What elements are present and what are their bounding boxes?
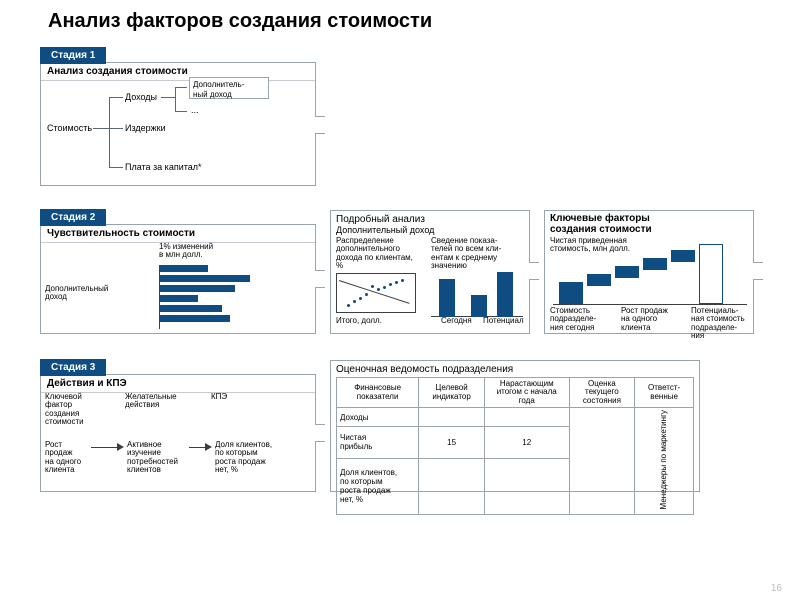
s3-h1: Желательные действия <box>125 393 177 410</box>
scorecard-panel: Оценочная ведомость подразделения Финанс… <box>330 360 700 492</box>
detail-bar <box>497 272 513 317</box>
stage2-row-label: Дополнительный доход <box>45 285 108 302</box>
s3-h2: КПЭ <box>211 393 227 401</box>
scorecard-table: Финансовые показатели Целевой индикатор … <box>336 377 694 515</box>
s3-right: Доля клиентов, по которым роста продаж н… <box>215 441 272 475</box>
stage1-title: Анализ создания стоимости <box>41 63 315 81</box>
responsible-rotated: Менеджеры по маркетингу <box>660 410 668 509</box>
scatter-point <box>347 304 350 307</box>
waterfall-step <box>671 250 695 262</box>
stage2-bars <box>159 265 309 329</box>
detail-bar <box>439 279 455 317</box>
scatter-point <box>377 288 380 291</box>
stage2-title: Чувствительность стоимости <box>41 225 315 243</box>
scatter-box <box>336 273 416 313</box>
sensitivity-bar <box>160 315 230 322</box>
detail-bars <box>431 271 523 317</box>
stage2-unit: 1% изменений в млн долл. <box>159 243 213 260</box>
kf-lab1: Рост продаж на одного клиента <box>621 307 679 332</box>
s3-h0: Ключевой фактор создания стоимости <box>45 393 84 427</box>
sensitivity-bar <box>160 265 208 272</box>
stage2-tab: Стадия 2 <box>40 209 106 226</box>
scatter-point <box>389 283 392 286</box>
detail-right-label: Сведение показа- телей по всем кли- ента… <box>431 237 525 271</box>
tree-l1-2: Плата за капитал* <box>125 162 202 172</box>
tree-l1-1: Издержки <box>125 123 166 133</box>
detail-title: Подробный анализ <box>336 214 524 225</box>
detail-bar-lab2: Потенциал <box>483 317 524 325</box>
sensitivity-bar <box>160 285 235 292</box>
tree-l2-0-box: Дополнитель- ный доход <box>189 77 269 99</box>
s3-left: Рост продаж на одного клиента <box>45 441 81 475</box>
kf-steps <box>553 255 747 305</box>
sc-col3: Оценка текущего состояния <box>569 378 635 408</box>
scatter-point <box>353 300 356 303</box>
detail-bar-lab1: Сегодня <box>441 317 472 325</box>
stage3-panel: Стадия 3 Действия и КПЭ Ключевой фактор … <box>40 374 316 492</box>
detail-panel: Подробный анализ Дополнительный доход Ра… <box>330 210 530 334</box>
stage2-panel: Стадия 2 Чувствительность стоимости 1% и… <box>40 224 316 334</box>
stage1-tab: Стадия 1 <box>40 47 106 64</box>
arrow-icon-2 <box>205 443 212 451</box>
sc-title: Оценочная ведомость подразделения <box>336 364 694 375</box>
arrow-icon <box>117 443 124 451</box>
sensitivity-bar <box>160 305 222 312</box>
page-title: Анализ факторов создания стоимости <box>0 0 800 39</box>
stage3-title: Действия и КПЭ <box>41 375 315 393</box>
waterfall-step <box>587 274 611 286</box>
waterfall-step <box>615 266 639 278</box>
scatter-point <box>359 297 362 300</box>
scatter-point <box>383 286 386 289</box>
keyfactors-panel: Ключевые факторы создания стоимости Чист… <box>544 210 754 334</box>
kf-lab0: Стоимость подразделе- ния сегодня <box>550 307 608 332</box>
scatter-point <box>365 293 368 296</box>
tree-l2-0: Дополнитель- ный доход <box>193 80 244 99</box>
sc-col0: Финансовые показатели <box>337 378 419 408</box>
sc-col2: Нарастающим итогом с начала года <box>484 378 569 408</box>
sc-col1: Целевой индикатор <box>419 378 485 408</box>
tree-l2-1: ... <box>191 105 199 115</box>
stage1-panel: Стадия 1 Анализ создания стоимости Стоим… <box>40 62 316 186</box>
kf-subtitle: Чистая приведенная стоимость, млн долл. <box>550 237 630 254</box>
scatter-point <box>395 281 398 284</box>
stage3-tab: Стадия 3 <box>40 359 106 376</box>
scatter-point <box>401 279 404 282</box>
detail-bar <box>471 295 487 317</box>
waterfall-step <box>643 258 667 270</box>
tree-l1-0: Доходы <box>125 92 157 102</box>
s3-mid: Активное изучение потребностей клиентов <box>127 441 178 475</box>
waterfall-step <box>699 244 723 304</box>
detail-left-label: Распределение дополнительного дохода по … <box>336 237 420 271</box>
scatter-point <box>371 285 374 288</box>
sensitivity-bar <box>160 295 198 302</box>
tree-root: Стоимость <box>47 123 92 133</box>
detail-bar-lab0: Итого, долл. <box>336 317 382 325</box>
kf-title: Ключевые факторы создания стоимости <box>550 214 748 235</box>
page-number: 16 <box>771 583 782 594</box>
kf-lab2: Потенциаль- ная стоимость подразделе- ни… <box>691 307 751 341</box>
sensitivity-bar <box>160 275 250 282</box>
sc-col4: Ответст- венные <box>635 378 694 408</box>
table-row: Доходы Менеджеры по маркетингу <box>337 408 694 427</box>
waterfall-step <box>559 282 583 304</box>
detail-subtitle: Дополнительный доход <box>336 225 524 235</box>
